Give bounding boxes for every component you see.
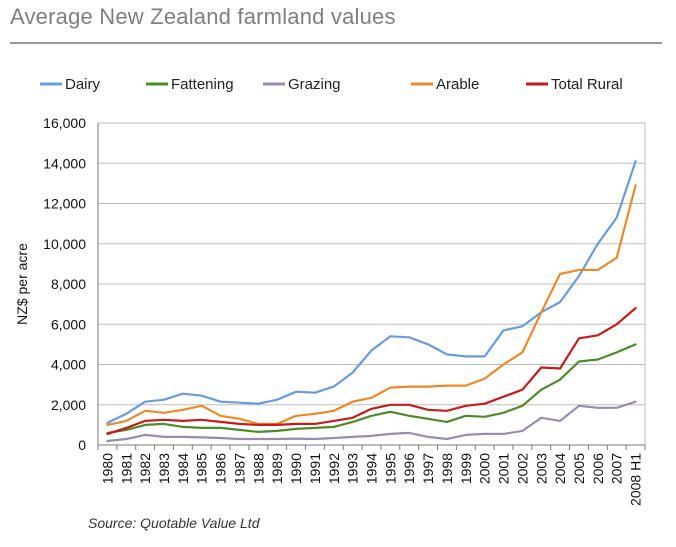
x-tick-label: 1997: [420, 453, 436, 484]
x-tick-label: 1982: [137, 453, 153, 484]
x-tick-label: 2005: [571, 453, 587, 484]
x-tick-label: 1994: [364, 453, 380, 484]
x-tick-label: 2008 H1: [628, 453, 644, 506]
x-tick-label: 2007: [609, 453, 625, 484]
x-tick-label: 1990: [288, 453, 304, 484]
legend-item-total-rural: Total Rural: [526, 76, 623, 93]
legend: Dairy Fattening Grazing Arable Total Rural: [40, 76, 623, 93]
y-tick-label: 4,000: [51, 357, 86, 373]
x-tick-label: 2001: [496, 453, 512, 484]
x-tick-label: 1988: [250, 453, 266, 484]
x-tick-label: 1983: [156, 453, 172, 484]
series-line-fattening: [106, 343, 637, 434]
x-tick-label: 1985: [194, 453, 210, 484]
x-tick-label: 2006: [590, 453, 606, 484]
x-tick-label: 1986: [213, 453, 229, 484]
gridlines: [98, 122, 645, 406]
title-divider: [10, 42, 662, 44]
y-tick-label: 16,000: [43, 115, 86, 131]
legend-label: Dairy: [65, 76, 101, 93]
x-tick-label: 1998: [439, 453, 455, 484]
legend-label: Grazing: [288, 76, 341, 93]
x-tick-label: 1993: [345, 453, 361, 484]
series-lines: [106, 160, 637, 443]
axes: [97, 123, 646, 450]
legend-item-arable: Arable: [411, 76, 479, 93]
x-tick-label: 1999: [458, 453, 474, 484]
chart-title: Average New Zealand farmland values: [10, 4, 396, 29]
legend-item-grazing: Grazing: [263, 76, 341, 93]
x-tick-label: 1989: [269, 453, 285, 484]
series-line-dairy: [106, 160, 637, 424]
legend-item-fattening: Fattening: [146, 76, 234, 93]
x-tick-label: 1995: [382, 453, 398, 484]
y-axis-title: NZ$ per acre: [14, 243, 30, 325]
y-tick-label: 0: [78, 437, 86, 453]
y-tick-label: 6,000: [51, 316, 86, 332]
x-tick-label: 1980: [99, 453, 115, 484]
y-tick-labels: 0 2,000 4,000 6,000 8,000 10,000 12,000 14,000 1…: [43, 115, 86, 453]
series-line-total-rural: [106, 307, 637, 435]
series-line-grazing: [106, 400, 637, 443]
x-tick-label: 1981: [118, 453, 134, 484]
y-tick-label: 12,000: [43, 196, 86, 212]
x-tick-label: 2000: [477, 453, 493, 484]
source-note: Source: Quotable Value Ltd: [88, 515, 260, 531]
x-tick-label: 1996: [401, 453, 417, 484]
legend-label: Fattening: [171, 76, 234, 93]
x-tick-label: 1984: [175, 453, 191, 484]
x-tick-label: 2004: [552, 453, 568, 484]
x-tick-label: 1987: [231, 453, 247, 484]
y-tick-label: 8,000: [51, 276, 86, 292]
x-tick-label: 2003: [533, 453, 549, 484]
y-tick-label: 10,000: [43, 236, 86, 252]
legend-item-dairy: Dairy: [40, 76, 101, 93]
x-tick-label: 2002: [514, 453, 530, 484]
series-line-arable: [106, 184, 637, 426]
legend-label: Total Rural: [551, 76, 623, 93]
y-tick-label: 14,000: [43, 155, 86, 171]
x-tick-label: 1992: [326, 453, 342, 484]
y-tick-label: 2,000: [51, 397, 86, 413]
x-tick-labels: 1980 1981 1982 1983 1984 1985 1986 1987 1988 1989…: [99, 453, 643, 506]
x-tick-label: 1991: [307, 453, 323, 484]
legend-label: Arable: [436, 76, 479, 93]
